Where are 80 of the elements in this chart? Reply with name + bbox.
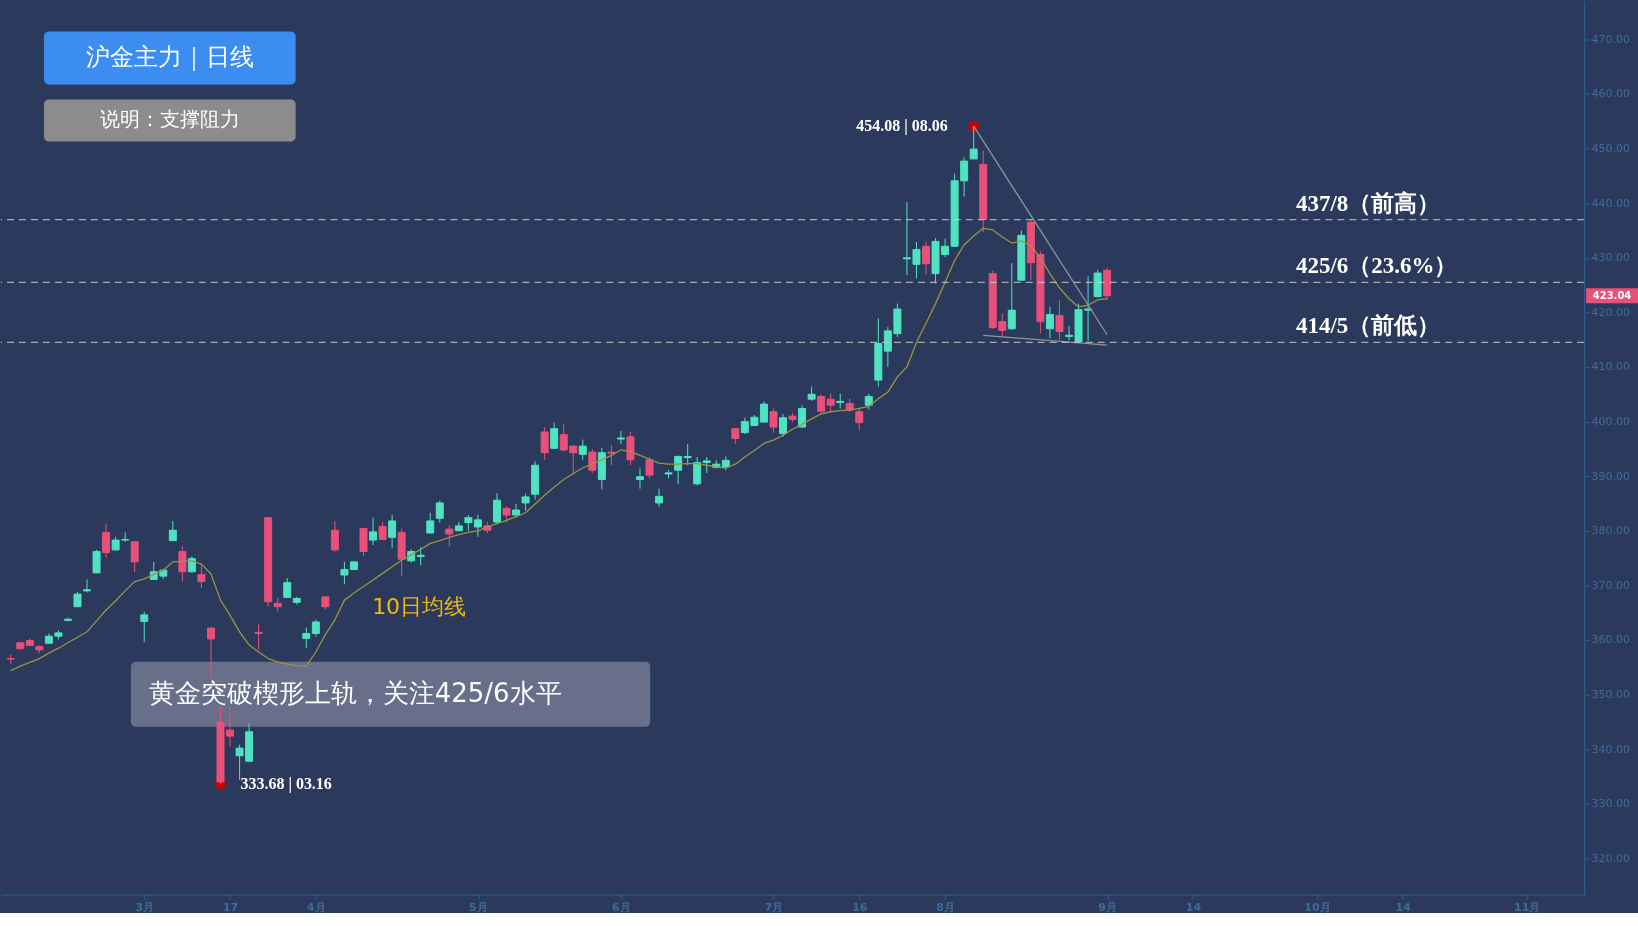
candlestick [817,394,826,415]
candlestick [693,456,702,486]
candlestick [330,520,339,553]
candlestick [655,488,664,508]
candlestick [369,517,378,546]
x-tick-label: 10月 [1304,900,1331,914]
annotation: 黄金突破楔形上轨，关注425/6水平 [148,678,562,709]
candlestick [826,393,835,414]
candlestick [779,413,787,438]
annotation: 454.08 | 08.06 [856,117,948,136]
x-tick-label: 4月 [307,900,326,914]
series-label: 10日均线 [372,593,467,619]
text: 沪金主力｜日线 [85,42,254,71]
candlestick [645,456,654,479]
y-tick-label: 370.00 [1591,578,1630,592]
candlestick [588,448,597,474]
y-tick-label: 420.00 [1591,305,1630,319]
candlestick [359,528,368,557]
y-tick-label: 360.00 [1591,633,1630,647]
y-tick-label: 430.00 [1591,251,1630,265]
y-tick-label: 390.00 [1591,469,1630,483]
candlestick [445,524,454,548]
candlestick [102,523,111,559]
x-tick-label: 5月 [469,900,488,914]
x-tick-label: 14 [1185,900,1202,914]
y-tick-label: 450.00 [1591,142,1630,156]
candlestick [283,577,292,598]
candlestick [254,623,263,651]
x-tick-label: 9月 [1098,900,1117,914]
candlestick [1007,262,1016,331]
y-tick-label: 470.00 [1591,32,1630,46]
candlestick [492,492,501,525]
y-tick-label: 340.00 [1591,742,1630,756]
candlestick [769,407,778,433]
candlestick [140,611,149,643]
candlestick [674,454,683,485]
candlestick [540,426,549,461]
candlestick [130,541,139,573]
ref-line-label: 425/6（23.6%） [1295,253,1458,279]
x-tick-label: 16 [852,900,868,914]
candlestick [83,578,92,593]
candlestick [683,443,692,466]
y-tick-label: 440.00 [1591,196,1630,210]
candlestick [1045,306,1054,340]
x-tick-label: 7月 [764,900,784,914]
y-tick-label: 320.00 [1591,851,1630,865]
y-tick-label: 400.00 [1591,415,1630,429]
candlestick [616,430,625,445]
ref-line-label: 437/8（前高） [1295,189,1441,216]
candlestick [636,468,644,490]
text: 423.04 [1592,289,1632,301]
x-tick-label: 11月 [1514,900,1541,914]
text: 说明：支撑阻力 [99,107,240,132]
y-tick-label: 410.00 [1591,360,1630,374]
candlestick [178,545,187,583]
candlestick [855,407,864,431]
candlestick [578,439,587,461]
candlestick [626,431,635,466]
candlestick [1093,269,1102,299]
y-tick-label: 460.00 [1591,87,1630,101]
candlestick [550,422,559,449]
ref-line-label: 414/5（前低） [1295,313,1441,339]
y-tick-label: 380.00 [1591,524,1630,538]
candlestick [302,626,311,649]
x-tick-label: 6月 [612,900,631,914]
candlestick [416,546,425,566]
candlestick [1055,299,1064,341]
candlestick [426,512,435,535]
x-tick-label: 17 [222,900,239,914]
y-tick-label: 350.00 [1591,688,1630,702]
x-tick-label: 14 [1395,900,1412,914]
annotation: 333.68 | 03.16 [240,774,332,793]
candlestick [197,564,206,589]
x-tick-label: 3月 [135,900,155,914]
candlestick [388,514,397,549]
candlestick [206,626,215,678]
candlestick [922,240,930,275]
y-tick-label: 330.00 [1591,797,1630,811]
x-tick-label: 8月 [936,900,955,914]
candlestick [435,500,444,524]
